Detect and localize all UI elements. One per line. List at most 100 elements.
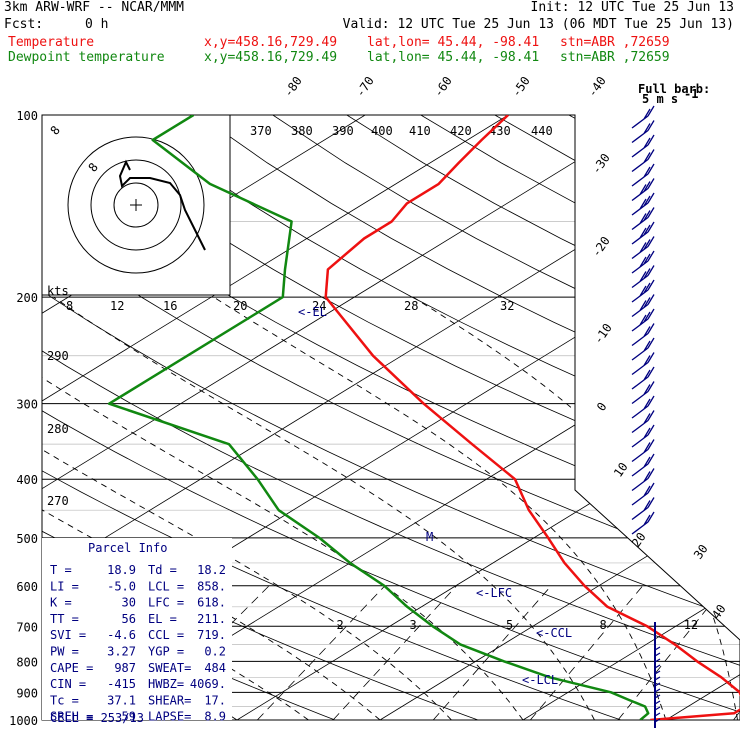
dry-adiabat-line [50,115,740,720]
mixing-ratio-line [332,585,457,720]
wind-barb-icon [631,250,655,274]
wind-barb-icon [631,134,655,158]
pressure-label: 400 [16,473,38,487]
parcel-param-value: 987 [114,661,136,675]
dry-adiabat-line [42,115,740,720]
parcel-param-value: 59 [122,710,136,724]
parcel-param-value: 484 [204,661,226,675]
wind-barb-icon [631,410,655,434]
barb-legend-unit: 5 m s [642,92,678,106]
wind-barb-icon [631,221,655,245]
isotherm-label: -20 [589,234,613,260]
parcel-param-label: K = [50,596,72,610]
barb-legend-exponent: -1 [684,87,698,101]
dry-adiabat-line [42,115,740,720]
mixing-ratio-label: 2 [337,618,344,632]
dry-adiabat-line [124,115,740,720]
parcel-param-label: EL = [148,612,177,626]
hodograph-ring-label: 20 [233,299,247,313]
parcel-param-label: SREH = [50,710,93,724]
pressure-label: 200 [16,291,38,305]
wind-barb-icon [631,120,655,144]
isotherm-label: 20 [629,530,649,550]
wind-barb-icon [631,424,655,448]
wind-barb-icon [631,149,655,173]
temperature-station: stn=ABR ,72659 [560,35,670,50]
moist-adiabat-line [213,296,667,720]
parcel-param-label: SHEAR= [148,693,191,707]
parcel-param-value: 18.2 [197,563,226,577]
parcel-param-value: -415 [107,677,136,691]
mixing-ratio-label: 8 [599,618,606,632]
hodograph-ring-label: 28 [404,299,418,313]
hodograph-ring-label: 24 [312,299,326,313]
parcel-param-label: LI = [50,579,79,593]
hodograph-ring-inner [113,182,159,228]
isotherm-label: -30 [589,151,613,177]
wind-barb-icon [654,700,661,705]
pressure-label: 500 [16,532,38,546]
parcel-param-value: -5.0 [107,579,136,593]
isotherm-label: -80 [281,74,305,100]
pressure-label: 600 [16,580,38,594]
isotherm-label: 30 [691,542,711,562]
mixing-ratio-label: 5 [506,618,513,632]
parcel-param-label: PW = [50,645,79,659]
parcel-param-label: CIN = [50,677,86,691]
parcel-info-background [42,538,232,720]
isotherm-label: -50 [509,74,533,100]
parcel-param-label: HWBZ= [148,677,184,691]
theta-label: 280 [47,422,69,436]
temperature-profile [324,115,740,720]
wind-barb-icon [654,652,661,657]
model-title: 3km ARW-WRF -- NCAR/MMM [4,0,185,15]
dewpoint-legend-label: Dewpoint temperature [8,50,165,65]
dewpoint-latlon: lat,lon= 45.44, -98.41 [367,50,540,65]
m-marker: M [426,530,433,544]
dry-adiabat-line [42,115,740,720]
dry-adiabat-line [42,115,740,720]
parcel-param-label: CAPE = [50,661,93,675]
pressure-label: 100 [16,109,38,123]
parcel-param-label: T = [50,563,72,577]
temperature-xy: x,y=458.16,729.49 [204,35,338,50]
mixing-ratio-label: 12 [684,618,698,632]
wind-barb-icon [631,439,655,463]
hodograph-ring-label: 16 [163,299,177,313]
mixing-ratio-line [256,585,386,720]
wind-barb-icon [631,323,655,347]
theta-label: 420 [450,124,472,138]
el-marker: <-EL [298,305,327,319]
wind-barb-icon [631,192,655,216]
pressure-label: 1000 [9,714,38,728]
parcel-param-value: 56 [122,612,136,626]
isotherm-label: -10 [591,321,615,347]
wind-barb-icon [631,163,655,187]
parcel-param-value: -4.6 [107,628,136,642]
wind-barb-icon [654,706,661,711]
hodograph-ring-label: 8 [66,299,73,313]
wind-barb-icon [654,688,661,693]
wind-barb-icon [654,676,661,681]
dewpoint-profile [107,115,650,720]
wind-barb-icon [631,265,655,289]
wind-barb-icon [631,453,655,477]
isotherm-line [42,115,509,720]
wind-barb-icon [631,279,655,303]
parcel-param-value: 17. [204,693,226,707]
parcel-param-value: 719. [197,628,226,642]
wind-barb-icon [631,236,655,260]
wind-barb-icon [631,366,655,390]
parcel-param-label: YGP = [148,645,184,659]
barb-legend-title: Full barb: [638,82,710,96]
moist-adiabat-line [412,296,738,720]
parcel-param-value: 0.2 [204,645,226,659]
theta-label: 270 [47,494,69,508]
parcel-param-value: 18.9 [107,563,136,577]
dry-adiabat-line [198,115,740,720]
temperature-legend-label: Temperature [8,35,95,50]
dewpoint-station: stn=ABR ,72659 [560,50,670,65]
ccl-marker: <-CCL [536,626,572,640]
